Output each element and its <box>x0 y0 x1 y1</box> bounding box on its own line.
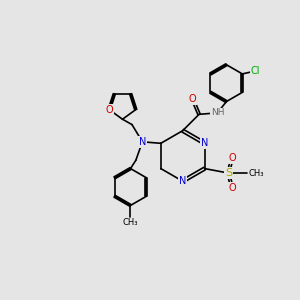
Text: N: N <box>179 176 186 186</box>
Text: S: S <box>225 168 232 178</box>
Text: O: O <box>105 105 113 115</box>
Text: Cl: Cl <box>251 66 260 76</box>
Text: NH: NH <box>211 108 224 117</box>
Text: N: N <box>201 138 208 148</box>
Text: CH₃: CH₃ <box>123 218 138 227</box>
Text: CH₃: CH₃ <box>248 169 264 178</box>
Text: O: O <box>228 153 236 163</box>
Text: O: O <box>189 94 196 104</box>
Text: O: O <box>228 183 236 193</box>
Text: N: N <box>139 137 146 147</box>
